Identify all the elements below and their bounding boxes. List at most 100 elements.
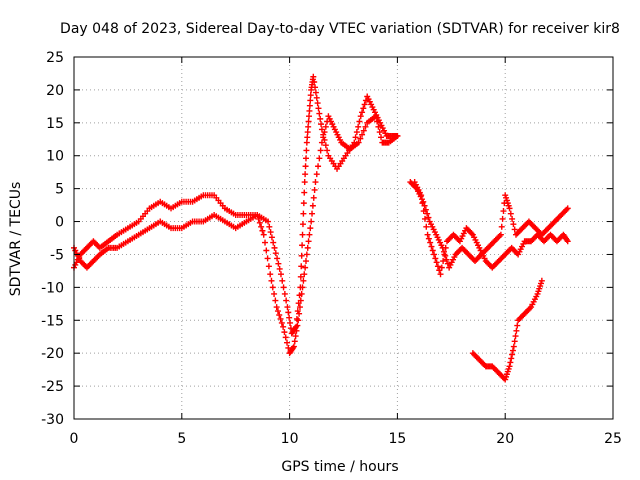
data-point bbox=[427, 239, 434, 246]
data-point bbox=[310, 194, 317, 201]
data-point bbox=[434, 263, 441, 270]
data-point bbox=[263, 247, 270, 254]
data-point bbox=[276, 265, 283, 272]
data-point bbox=[425, 235, 432, 242]
grid-layer bbox=[74, 57, 613, 419]
data-point bbox=[356, 118, 363, 125]
data-point bbox=[286, 314, 293, 321]
y-tick-label: -25 bbox=[41, 379, 64, 395]
data-point bbox=[418, 192, 425, 199]
y-tick-label: -15 bbox=[41, 313, 64, 329]
data-point bbox=[360, 105, 367, 112]
data-point bbox=[301, 179, 308, 186]
data-point bbox=[302, 155, 309, 162]
data-point bbox=[314, 100, 321, 107]
data-point bbox=[264, 255, 271, 262]
data-point bbox=[500, 208, 507, 215]
data-point bbox=[512, 333, 519, 340]
data-point bbox=[304, 134, 311, 141]
data-point bbox=[311, 79, 318, 86]
data-point bbox=[352, 134, 359, 141]
data-point bbox=[260, 231, 267, 238]
data-point bbox=[296, 310, 303, 317]
data-point bbox=[372, 113, 379, 120]
data-point bbox=[538, 277, 545, 284]
data-point bbox=[509, 351, 516, 358]
data-point bbox=[423, 223, 430, 230]
data-point bbox=[425, 214, 432, 221]
data-point bbox=[429, 247, 436, 254]
data-point bbox=[431, 251, 438, 258]
data-point bbox=[513, 327, 520, 334]
data-point bbox=[322, 142, 329, 149]
x-axis-label: GPS time / hours bbox=[281, 459, 398, 475]
data-point bbox=[259, 227, 266, 234]
data-point bbox=[266, 223, 273, 230]
data-point bbox=[321, 129, 328, 136]
data-point bbox=[285, 309, 292, 316]
data-point bbox=[303, 251, 310, 258]
data-point bbox=[307, 225, 314, 232]
data-point bbox=[497, 231, 504, 238]
data-point bbox=[265, 263, 272, 270]
data-point bbox=[498, 223, 505, 230]
data-point bbox=[306, 231, 313, 238]
data-point bbox=[290, 343, 297, 350]
y-axis-label: SDTVAR / TECUs bbox=[8, 182, 24, 297]
data-point bbox=[510, 221, 517, 228]
data-point bbox=[265, 218, 272, 225]
data-point bbox=[510, 343, 517, 350]
data-point bbox=[442, 252, 449, 259]
data-point bbox=[281, 290, 288, 297]
data-point bbox=[284, 304, 291, 311]
data-point bbox=[310, 73, 317, 80]
data-point bbox=[258, 223, 265, 230]
data-point bbox=[376, 129, 383, 136]
data-point bbox=[419, 200, 426, 207]
data-point bbox=[306, 113, 313, 120]
y-tick-label: -5 bbox=[50, 247, 64, 263]
y-tick-label: 25 bbox=[46, 50, 64, 66]
data-point bbox=[311, 186, 318, 193]
data-point bbox=[511, 226, 518, 233]
data-point bbox=[307, 97, 314, 104]
data-point bbox=[313, 171, 320, 178]
data-point bbox=[308, 218, 315, 225]
data-point bbox=[360, 127, 367, 134]
data-point bbox=[300, 277, 307, 284]
data-point bbox=[280, 323, 287, 330]
data-point bbox=[375, 123, 382, 130]
data-point bbox=[357, 113, 364, 120]
data-point bbox=[394, 132, 401, 139]
data-point bbox=[324, 147, 331, 154]
data-point bbox=[287, 319, 294, 326]
data-point bbox=[315, 163, 322, 170]
data-point bbox=[317, 147, 324, 154]
data-point bbox=[277, 315, 284, 322]
data-point bbox=[299, 231, 306, 238]
data-point bbox=[256, 219, 263, 226]
data-point bbox=[284, 339, 291, 346]
data-point bbox=[424, 210, 431, 217]
data-point bbox=[361, 101, 368, 108]
data-point bbox=[278, 319, 285, 326]
data-point bbox=[277, 271, 284, 278]
data-point bbox=[318, 139, 325, 146]
data-point bbox=[274, 255, 281, 262]
data-point bbox=[268, 277, 275, 284]
data-point bbox=[305, 123, 312, 130]
data-point bbox=[437, 271, 444, 278]
data-point bbox=[312, 84, 319, 91]
data-point bbox=[297, 297, 304, 304]
data-point bbox=[270, 239, 277, 246]
data-point bbox=[307, 92, 314, 99]
data-point bbox=[564, 238, 571, 245]
y-tick-label: -10 bbox=[41, 280, 64, 296]
series-sdtvar-late-drop bbox=[469, 277, 545, 383]
data-point bbox=[514, 322, 521, 329]
data-point bbox=[304, 244, 311, 251]
data-point bbox=[280, 284, 287, 291]
data-point bbox=[279, 277, 286, 284]
axis-ticks: 0 5 10 15 20 25 -30 -25 -20 -15 -10 -5 0 5 10 15 20 25 bbox=[41, 50, 622, 447]
series-sdtvar-evening-track-a bbox=[407, 179, 571, 271]
